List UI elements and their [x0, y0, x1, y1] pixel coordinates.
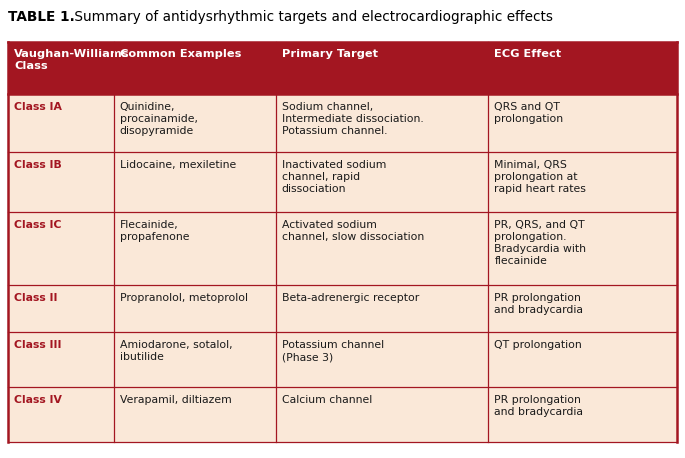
- Text: Lidocaine, mexiletine: Lidocaine, mexiletine: [120, 160, 236, 170]
- Text: QT prolongation: QT prolongation: [495, 340, 582, 350]
- Text: Class III: Class III: [14, 340, 62, 350]
- Text: Class IB: Class IB: [14, 160, 62, 170]
- Text: PR, QRS, and QT
prolongation.
Bradycardia with
flecainide: PR, QRS, and QT prolongation. Bradycardi…: [495, 220, 586, 266]
- Text: Primary Target: Primary Target: [282, 49, 377, 59]
- Text: Propranolol, metoprolol: Propranolol, metoprolol: [120, 293, 248, 303]
- Text: Flecainide,
propafenone: Flecainide, propafenone: [120, 220, 189, 242]
- Text: Verapamil, diltiazem: Verapamil, diltiazem: [120, 395, 232, 405]
- Text: Class II: Class II: [14, 293, 58, 303]
- Text: Common Examples: Common Examples: [120, 49, 241, 59]
- Text: TABLE 1.: TABLE 1.: [8, 10, 75, 24]
- Text: Minimal, QRS
prolongation at
rapid heart rates: Minimal, QRS prolongation at rapid heart…: [495, 160, 586, 194]
- Text: Summary of antidysrhythmic targets and electrocardiographic effects: Summary of antidysrhythmic targets and e…: [70, 10, 553, 24]
- Text: ECG Effect: ECG Effect: [495, 49, 562, 59]
- Text: Quinidine,
procainamide,
disopyramide: Quinidine, procainamide, disopyramide: [120, 102, 198, 136]
- Text: Class IV: Class IV: [14, 395, 62, 405]
- Text: Amiodarone, sotalol,
ibutilide: Amiodarone, sotalol, ibutilide: [120, 340, 232, 362]
- Text: PR prolongation
and bradycardia: PR prolongation and bradycardia: [495, 395, 584, 417]
- Text: Beta-adrenergic receptor: Beta-adrenergic receptor: [282, 293, 419, 303]
- Text: Inactivated sodium
channel, rapid
dissociation: Inactivated sodium channel, rapid dissoc…: [282, 160, 386, 194]
- Text: Calcium channel: Calcium channel: [282, 395, 372, 405]
- Text: PR prolongation
and bradycardia: PR prolongation and bradycardia: [495, 293, 584, 315]
- Text: QRS and QT
prolongation: QRS and QT prolongation: [495, 102, 564, 124]
- Text: Potassium channel
(Phase 3): Potassium channel (Phase 3): [282, 340, 384, 362]
- Text: Sodium channel,
Intermediate dissociation.
Potassium channel.: Sodium channel, Intermediate dissociatio…: [282, 102, 423, 136]
- Text: Class IA: Class IA: [14, 102, 62, 112]
- Text: Activated sodium
channel, slow dissociation: Activated sodium channel, slow dissociat…: [282, 220, 424, 242]
- Text: Class IC: Class IC: [14, 220, 62, 230]
- Text: Vaughan-Williams
Class: Vaughan-Williams Class: [14, 49, 129, 71]
